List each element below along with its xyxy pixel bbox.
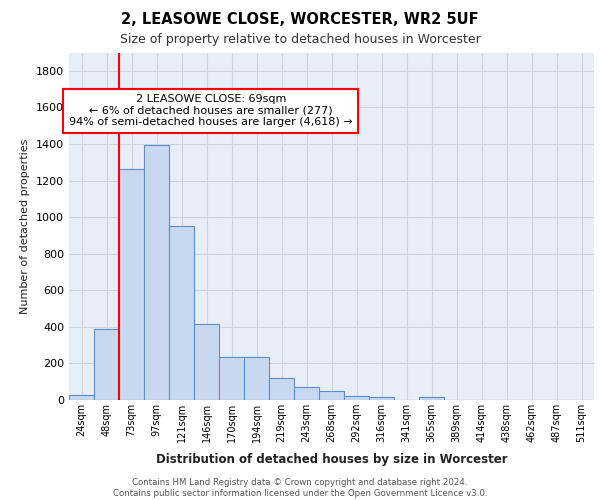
Text: 2, LEASOWE CLOSE, WORCESTER, WR2 5UF: 2, LEASOWE CLOSE, WORCESTER, WR2 5UF xyxy=(121,12,479,28)
Bar xyxy=(94,328,119,400)
Bar xyxy=(419,398,444,400)
Bar xyxy=(369,398,394,400)
Text: Size of property relative to detached houses in Worcester: Size of property relative to detached ho… xyxy=(119,32,481,46)
Bar xyxy=(344,396,369,400)
Text: 2 LEASOWE CLOSE: 69sqm
← 6% of detached houses are smaller (277)
94% of semi-det: 2 LEASOWE CLOSE: 69sqm ← 6% of detached … xyxy=(69,94,353,128)
X-axis label: Distribution of detached houses by size in Worcester: Distribution of detached houses by size … xyxy=(155,454,508,466)
Bar xyxy=(269,378,294,400)
Text: Contains HM Land Registry data © Crown copyright and database right 2024.
Contai: Contains HM Land Registry data © Crown c… xyxy=(113,478,487,498)
Bar xyxy=(69,394,94,400)
Bar xyxy=(169,226,194,400)
Bar xyxy=(119,168,144,400)
Bar xyxy=(319,391,344,400)
Bar xyxy=(219,357,244,400)
Y-axis label: Number of detached properties: Number of detached properties xyxy=(20,138,31,314)
Bar xyxy=(144,145,169,400)
Bar xyxy=(194,324,219,400)
Bar xyxy=(294,387,319,400)
Bar xyxy=(244,357,269,400)
